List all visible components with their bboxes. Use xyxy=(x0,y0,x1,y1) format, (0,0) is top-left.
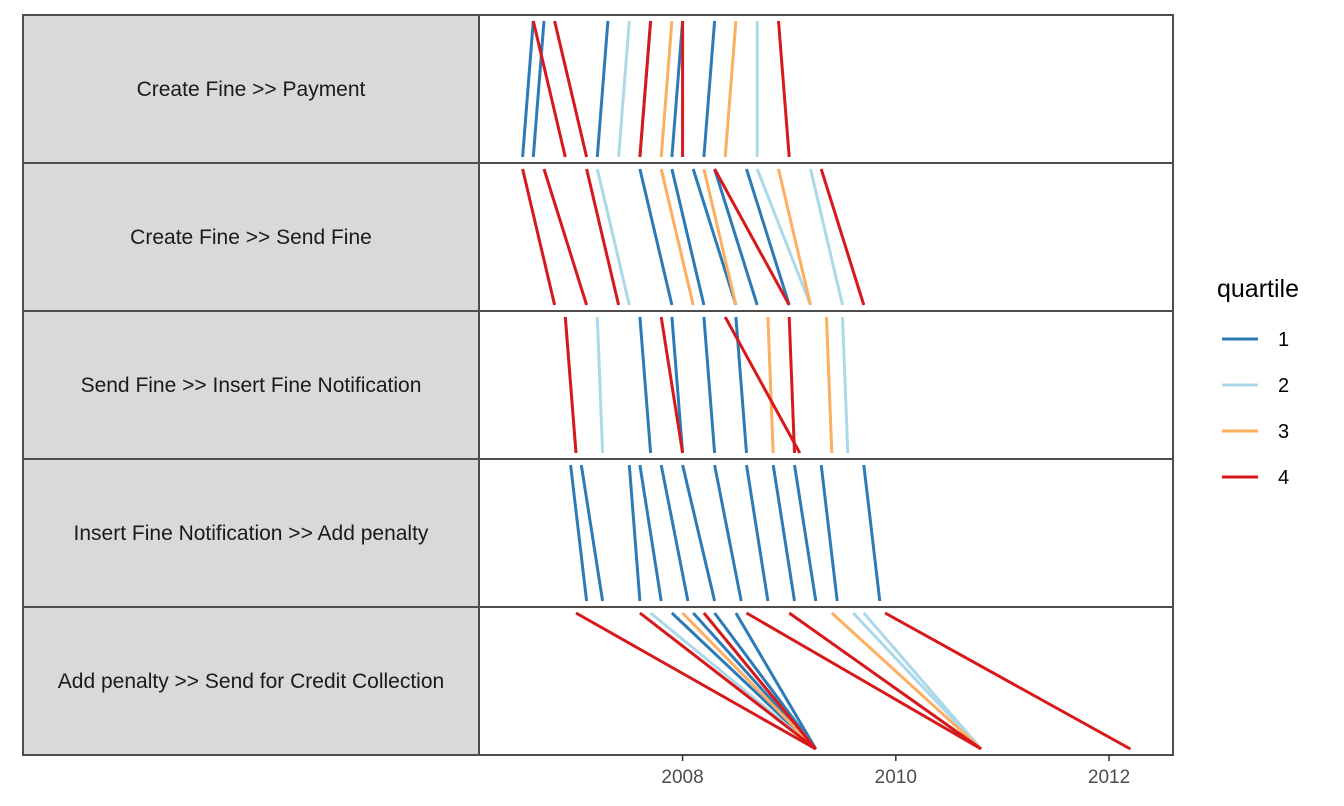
facet-panel xyxy=(480,15,1173,163)
facet-frames xyxy=(22,14,1174,756)
legend-label-3: 3 xyxy=(1278,421,1289,443)
segment-quartile-1 xyxy=(793,464,818,602)
segment-quartile-4 xyxy=(713,168,791,306)
segment-quartile-1 xyxy=(531,20,546,158)
segment-quartile-1 xyxy=(659,464,690,602)
segment-quartile-1 xyxy=(691,168,738,306)
segment-quartile-4 xyxy=(542,168,589,306)
facet-strips: Create Fine >> Payment Create Fine >> Sen… xyxy=(23,15,479,755)
legend-label-4: 4 xyxy=(1278,467,1289,489)
facet-strip xyxy=(23,15,479,163)
x-tick-label: 2010 xyxy=(875,767,917,788)
segment-quartile-4 xyxy=(819,168,866,306)
facet-panel xyxy=(480,607,1173,755)
segment-quartile-2 xyxy=(809,168,844,306)
segment-quartile-1 xyxy=(771,464,796,602)
segment-quartile-3 xyxy=(777,168,812,306)
segment-quartile-1 xyxy=(670,168,706,306)
segment-quartile-4 xyxy=(563,316,578,454)
segment-quartile-3 xyxy=(723,20,738,158)
segment-quartile-4 xyxy=(553,20,589,158)
legend-label-1: 1 xyxy=(1278,329,1289,351)
segment-quartile-1 xyxy=(638,464,663,602)
segment-quartile-4 xyxy=(787,316,796,454)
facet-border xyxy=(22,606,1174,756)
facet-strip-label: Send Fine >> Insert Fine Notification xyxy=(81,374,422,397)
segment-quartile-1 xyxy=(681,464,717,602)
chart-segments xyxy=(521,20,1132,751)
segment-quartile-1 xyxy=(862,464,882,602)
segment-quartile-1 xyxy=(702,20,717,158)
segment-quartile-3 xyxy=(702,168,738,306)
segment-quartile-3 xyxy=(825,316,834,454)
segment-quartile-4 xyxy=(521,168,557,306)
segment-quartile-4 xyxy=(702,612,817,750)
segment-quartile-4 xyxy=(777,20,791,158)
segment-quartile-1 xyxy=(579,464,605,602)
facet-strip xyxy=(23,459,479,607)
facet-strip-label: Create Fine >> Send Fine xyxy=(130,226,372,249)
segment-quartile-1 xyxy=(595,20,610,158)
x-axis: 2008 2010 2012 xyxy=(661,755,1130,788)
facet-panels xyxy=(480,15,1173,755)
segment-quartile-3 xyxy=(830,611,983,751)
segment-quartile-1 xyxy=(745,168,791,306)
segment-quartile-4 xyxy=(788,611,982,751)
segment-quartile-4 xyxy=(745,611,982,751)
segment-quartile-1 xyxy=(627,464,642,602)
segment-quartile-2 xyxy=(595,316,605,454)
segment-quartile-1 xyxy=(521,20,535,158)
segment-quartile-2 xyxy=(841,316,850,454)
facet-panel xyxy=(480,459,1173,607)
segment-quartile-4 xyxy=(884,611,1132,751)
segment-quartile-2 xyxy=(617,20,631,158)
facet-strip-label: Insert Fine Notification >> Add penalty xyxy=(74,522,429,545)
facet-strip xyxy=(23,607,479,755)
segment-quartile-1 xyxy=(638,168,674,306)
legend: quartile 1 2 3 4 xyxy=(1217,275,1299,489)
segment-quartile-1 xyxy=(569,464,589,602)
segment-quartile-4 xyxy=(585,168,621,306)
segment-quartile-1 xyxy=(819,464,839,602)
segment-quartile-1 xyxy=(670,20,685,158)
segment-quartile-4 xyxy=(638,20,653,158)
segment-quartile-4 xyxy=(659,316,685,454)
segment-quartile-4 xyxy=(575,611,817,751)
facet-strip xyxy=(23,163,479,311)
segment-quartile-1 xyxy=(745,464,770,602)
segment-quartile-1 xyxy=(713,464,743,602)
segment-quartile-4 xyxy=(723,316,802,454)
x-tick-label: 2008 xyxy=(661,767,703,788)
segment-quartile-3 xyxy=(659,168,695,306)
segment-quartile-1 xyxy=(734,612,818,750)
legend-title: quartile xyxy=(1217,275,1299,303)
facet-strip-label: Add penalty >> Send for Credit Collectio… xyxy=(58,670,444,693)
segment-quartile-2 xyxy=(595,168,631,306)
segment-quartile-1 xyxy=(638,316,653,454)
segment-quartile-2 xyxy=(755,168,812,306)
segment-quartile-1 xyxy=(670,316,685,454)
legend-label-2: 2 xyxy=(1278,375,1289,397)
x-tick-label: 2012 xyxy=(1088,767,1130,788)
segment-quartile-1 xyxy=(713,168,759,306)
facet-strip-label: Create Fine >> Payment xyxy=(137,78,366,101)
segment-quartile-1 xyxy=(702,316,717,454)
segment-quartile-4 xyxy=(531,20,567,158)
segment-quartile-2 xyxy=(862,612,983,750)
facet-strip xyxy=(23,311,479,459)
segment-quartile-3 xyxy=(766,316,775,454)
segment-quartile-4 xyxy=(638,611,817,751)
segment-quartile-3 xyxy=(681,611,817,751)
segment-quartile-3 xyxy=(659,20,674,158)
